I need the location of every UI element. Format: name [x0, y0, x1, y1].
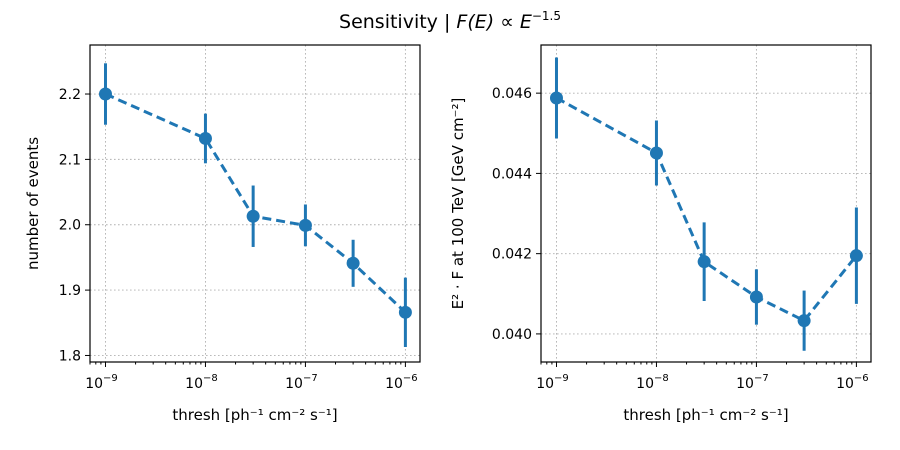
- chart2-y-tick-label-2: 0.044: [492, 166, 532, 182]
- chart1-series-line: [104, 92, 407, 314]
- chart2-data-point-1: [649, 146, 663, 160]
- chart1-y-tick-label-0: 1.8: [59, 348, 81, 364]
- chart2-plot-frame: [540, 44, 872, 363]
- chart2-data-point-3: [749, 290, 763, 304]
- chart1-y-tick-label-4: 2.2: [59, 87, 81, 103]
- chart2-y-tick-label-3: 0.046: [492, 86, 532, 102]
- chart1-x-tick-label-0: 10−9: [85, 373, 118, 392]
- chart2-x-tick-label-0: 10−9: [536, 373, 569, 392]
- chart1-x-tick-label-2: 10−7: [285, 373, 318, 392]
- chart2-data-point-2: [697, 255, 711, 269]
- chart1-y-axis-label: number of events: [24, 137, 42, 270]
- chart1-data-point-3: [298, 218, 312, 232]
- chart1-x-axis-label: thresh [ph⁻¹ cm⁻² s⁻¹]: [172, 406, 337, 424]
- chart2-x-tick-label-3: 10−6: [836, 373, 869, 392]
- chart2-data-point-4: [797, 314, 811, 328]
- chart2-y-axis-label: E² · F at 100 TeV [GeV cm⁻²]: [449, 98, 467, 310]
- chart1-data-point-1: [198, 131, 212, 145]
- chart1-data-point-5: [398, 305, 412, 319]
- chart1-x-tick-label-3: 10−6: [385, 373, 418, 392]
- chart1-x-tick-label-1: 10−8: [185, 373, 218, 392]
- chart1-y-tick-label-2: 2.0: [59, 218, 81, 234]
- chart2-x-tick-label-1: 10−8: [636, 373, 669, 392]
- chart-right-e2-flux: 10−9 10−8 10−7 10−6 0.040 0.042 0.044 0.046 thre…: [449, 44, 872, 424]
- chart1-plot-frame: [89, 44, 421, 363]
- chart2-y-tick-label-0: 0.040: [492, 327, 532, 343]
- chart1-y-tick-label-1: 1.9: [59, 283, 81, 299]
- chart2-x-axis-label: thresh [ph⁻¹ cm⁻² s⁻¹]: [623, 406, 788, 424]
- chart1-data-point-2: [246, 209, 260, 223]
- chart2-data-point-0: [549, 91, 563, 105]
- chart2-x-tick-label-2: 10−7: [736, 373, 769, 392]
- chart1-data-point-0: [98, 87, 112, 101]
- chart1-data-point-4: [346, 256, 360, 270]
- chart1-y-tick-label-3: 2.1: [59, 152, 81, 168]
- chart2-y-tick-label-1: 0.042: [492, 247, 532, 263]
- figure-title: Sensitivity | F(E) ∝ E−1.5: [339, 9, 561, 33]
- chart-left-number-of-events: 10−9 10−8 10−7 10−6 1.8 1.9 2.0 2.1 2.2 thresh [p…: [24, 44, 421, 424]
- chart2-data-point-5: [849, 249, 863, 263]
- chart2-series-line: [555, 96, 858, 323]
